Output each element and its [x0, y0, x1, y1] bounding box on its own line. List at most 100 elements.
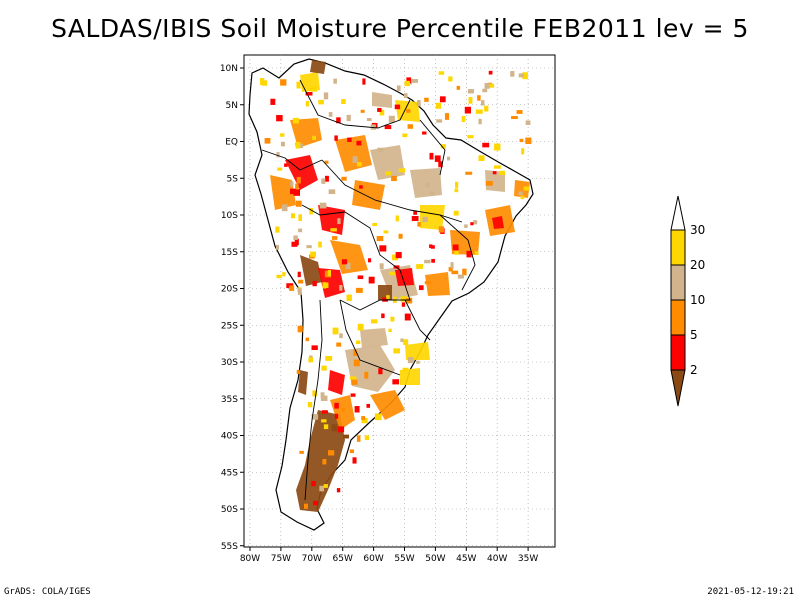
grid-cell: [353, 359, 360, 367]
grid-cell: [323, 424, 329, 430]
grid-cell: [290, 181, 294, 187]
grid-cell: [416, 264, 424, 269]
grid-cell: [480, 100, 485, 106]
lon-label: 50W: [425, 554, 445, 564]
grid-cell: [407, 124, 414, 129]
grid-cell: [379, 109, 385, 116]
grid-cell: [482, 142, 490, 148]
grid-cell: [352, 457, 357, 464]
grid-cell: [304, 503, 308, 509]
grid-cell: [386, 295, 390, 299]
colorbar-label: 20: [690, 258, 705, 272]
grid-cell: [307, 401, 313, 408]
grid-cell: [523, 186, 530, 191]
grid-cell: [422, 131, 427, 135]
shaded-region: [328, 370, 345, 395]
latitude-labels: 10N 5N EQ 5S 10S 15S 20S 25S 30S 35S 40S 45S 50S 55S: [220, 64, 244, 552]
grid-cell: [494, 143, 501, 151]
grid-cell: [277, 167, 283, 171]
lat-label: 20S: [221, 285, 238, 295]
shaded-region: [492, 216, 504, 229]
grid-cell: [411, 215, 419, 222]
grid-cell: [322, 282, 327, 289]
grid-cell: [406, 297, 413, 304]
grid-cell: [297, 325, 303, 333]
colorbar-label: 10: [690, 293, 705, 307]
grid-cell: [319, 485, 325, 492]
lon-label: 40W: [487, 554, 507, 564]
colorbar-label: 30: [690, 223, 705, 237]
grid-cell: [297, 271, 301, 278]
grid-cell: [473, 220, 478, 225]
grid-cell: [478, 118, 482, 125]
colorbar-segment: [670, 369, 686, 407]
shaded-region: [298, 370, 308, 395]
shaded-region: [270, 175, 296, 210]
country-borders: [261, 79, 476, 501]
shaded-region: [345, 345, 395, 392]
grid-cell: [451, 270, 459, 275]
grid-cell: [356, 140, 362, 146]
grid-cell: [521, 148, 525, 155]
grid-cell: [477, 95, 481, 101]
grid-cell: [377, 107, 382, 112]
grid-cell: [345, 262, 351, 270]
grid-cell: [353, 350, 357, 356]
grid-cell: [298, 288, 302, 296]
grid-cell: [321, 178, 326, 184]
grid-cell: [385, 171, 392, 176]
grid-cell: [280, 133, 285, 137]
grid-cell: [448, 76, 453, 82]
grid-cell: [446, 156, 451, 161]
shaded-region: [300, 255, 322, 286]
grid-cell: [318, 241, 322, 248]
longitude-labels: 80W 75W 70W 65W 60W 55W 50W 45W 40W 35W: [240, 547, 538, 564]
grid-cell: [435, 102, 442, 109]
lon-label: 65W: [333, 554, 353, 564]
shaded-region: [330, 240, 368, 274]
colorbar-segment: [670, 264, 686, 301]
grid-cell: [406, 109, 411, 113]
grid-cell: [309, 207, 314, 215]
grid-cell: [492, 171, 497, 175]
grid-cell: [261, 80, 268, 86]
shaded-region: [285, 155, 318, 190]
grid-cell: [390, 316, 395, 322]
grid-cell: [349, 376, 357, 380]
shaded-region: [370, 145, 405, 180]
grid-cell: [485, 180, 493, 186]
grid-cell: [290, 213, 295, 219]
grid-cell: [289, 285, 295, 291]
grid-cell: [453, 210, 459, 216]
shaded-region: [335, 135, 372, 172]
grid-cell: [321, 419, 327, 423]
grid-cell: [391, 175, 397, 182]
grid-cell: [398, 168, 406, 173]
grid-cell: [347, 137, 352, 142]
grid-cell: [484, 105, 489, 112]
grid-cell: [475, 109, 483, 114]
lon-label: 70W: [302, 554, 322, 564]
grid-cell: [341, 407, 345, 412]
grid-cell: [346, 114, 351, 122]
grid-cell: [339, 333, 343, 339]
grid-cell: [312, 135, 316, 140]
grid-cell: [424, 259, 431, 264]
grid-cell: [295, 200, 302, 207]
grid-cell: [328, 112, 333, 117]
grid-cell: [334, 413, 339, 419]
grid-cell: [341, 99, 346, 105]
grid-cell: [322, 459, 327, 465]
grid-cell: [478, 155, 485, 161]
lon-label: 45W: [456, 554, 476, 564]
grid-cell: [452, 244, 459, 251]
grid-cell: [406, 77, 412, 84]
grid-cell: [270, 98, 276, 105]
grid-cell: [438, 71, 445, 75]
grid-cell: [396, 85, 401, 92]
grid-cell: [372, 222, 378, 226]
grid-cell: [404, 80, 410, 87]
shaded-region: [405, 342, 430, 360]
grid-cell: [394, 104, 401, 110]
shaded-region: [352, 180, 385, 210]
